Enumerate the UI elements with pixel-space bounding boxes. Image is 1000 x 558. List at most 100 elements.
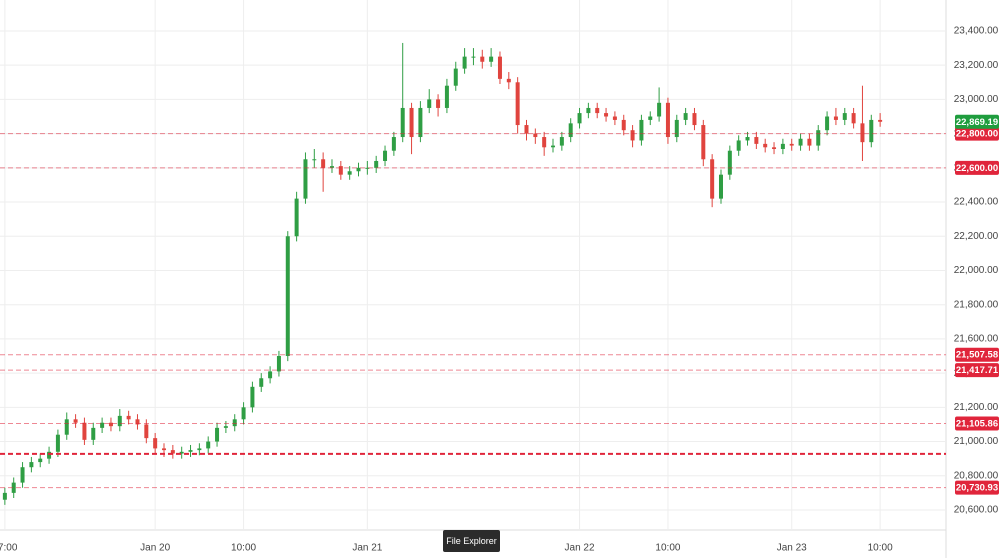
- candle-body: [250, 386, 255, 408]
- candle-body: [365, 167, 370, 169]
- y-tick-label: 20,600.00: [954, 505, 999, 516]
- candle-body: [436, 99, 441, 108]
- candle-body: [215, 427, 220, 442]
- y-tick-label: 21,200.00: [954, 402, 999, 413]
- candle-body: [462, 56, 467, 69]
- candle-body: [144, 424, 149, 439]
- candle-body: [860, 123, 865, 143]
- x-tick-label: Jan 21: [352, 543, 382, 554]
- level-tag: [955, 363, 999, 378]
- level-label: 20,730.93: [956, 483, 998, 494]
- candle-body: [383, 150, 388, 161]
- candle-body: [568, 123, 573, 138]
- candle-body: [612, 116, 617, 120]
- candle-body: [38, 458, 43, 463]
- candle-body: [153, 438, 158, 449]
- candle-body: [135, 419, 140, 425]
- candle-body: [701, 125, 706, 160]
- candle-body: [657, 102, 662, 117]
- x-tick-label: Jan 20: [140, 543, 170, 554]
- y-tick-label: 22,200.00: [954, 231, 999, 242]
- candle-body: [551, 145, 556, 148]
- candle-body: [807, 138, 812, 146]
- candle-body: [2, 492, 7, 500]
- candle-body: [374, 160, 379, 168]
- candle-body: [170, 450, 175, 454]
- candle-body: [73, 419, 78, 423]
- candle-body: [878, 119, 883, 122]
- x-tick-label: 10:00: [655, 543, 680, 554]
- candle-body: [630, 130, 635, 141]
- y-tick-label: 21,600.00: [954, 334, 999, 345]
- candle-body: [312, 159, 317, 161]
- candle-body: [825, 116, 830, 131]
- candle-body: [533, 133, 538, 138]
- candle-body: [188, 450, 193, 452]
- candle-body: [20, 467, 25, 483]
- candle-body: [833, 116, 838, 120]
- candle-body: [259, 378, 264, 387]
- level-tag: [955, 126, 999, 141]
- candle-body: [727, 150, 732, 175]
- y-tick-label: 20,800.00: [954, 470, 999, 481]
- level-tag: [955, 347, 999, 362]
- candle-body: [303, 159, 308, 199]
- x-tick-label: 10:00: [231, 543, 256, 554]
- y-tick-label: 22,400.00: [954, 197, 999, 208]
- y-tick-label: 21,000.00: [954, 436, 999, 447]
- candle-body: [851, 113, 856, 124]
- candle-body: [427, 99, 432, 108]
- candle-body: [117, 415, 122, 427]
- candle-body: [648, 116, 653, 120]
- candle-body: [665, 102, 670, 138]
- y-tick-label: 23,000.00: [954, 94, 999, 105]
- candle-body: [108, 422, 113, 427]
- y-tick-label: 21,800.00: [954, 299, 999, 310]
- candle-body: [409, 107, 414, 138]
- candle-body: [126, 415, 131, 420]
- candle-body: [780, 143, 785, 150]
- candle-body: [497, 56, 502, 79]
- candle-body: [789, 143, 794, 146]
- x-tick-label: 07:00: [0, 543, 18, 554]
- candle-body: [11, 482, 16, 493]
- candle-body: [842, 113, 847, 120]
- candle-body: [772, 147, 777, 150]
- candle-body: [29, 462, 34, 468]
- candle-body: [241, 407, 246, 420]
- level-label: 21,507.58: [956, 350, 998, 361]
- candle-body: [64, 419, 69, 435]
- candle-body: [400, 107, 405, 138]
- candle-body: [674, 119, 679, 138]
- level-label: 21,105.86: [956, 418, 998, 429]
- candle-body: [82, 422, 87, 440]
- candle-body: [321, 159, 326, 168]
- candle-body: [338, 166, 343, 175]
- candle-body: [489, 56, 494, 62]
- level-label: 21,417.71: [956, 365, 999, 376]
- candle-body: [329, 166, 334, 168]
- candle-body: [577, 113, 582, 124]
- candle-body: [480, 56, 485, 62]
- candle-body: [223, 426, 228, 428]
- candle-body: [47, 451, 52, 459]
- last-price-label: 22,869.19: [956, 117, 998, 128]
- candle-body: [162, 448, 167, 451]
- candle-body: [604, 113, 609, 117]
- candle-body: [798, 138, 803, 146]
- candle-body: [763, 143, 768, 148]
- last-price-tag: [955, 114, 999, 129]
- candle-body: [55, 434, 60, 452]
- candle-body: [294, 198, 299, 237]
- candle-body: [471, 56, 476, 58]
- candle-body: [179, 451, 184, 454]
- y-tick-label: 23,400.00: [954, 26, 999, 37]
- level-label: 22,800.00: [956, 129, 998, 140]
- candle-body: [206, 441, 211, 449]
- candle-body: [745, 137, 750, 141]
- candle-body: [356, 167, 361, 172]
- candle-body: [453, 68, 458, 86]
- candle-body: [816, 130, 821, 146]
